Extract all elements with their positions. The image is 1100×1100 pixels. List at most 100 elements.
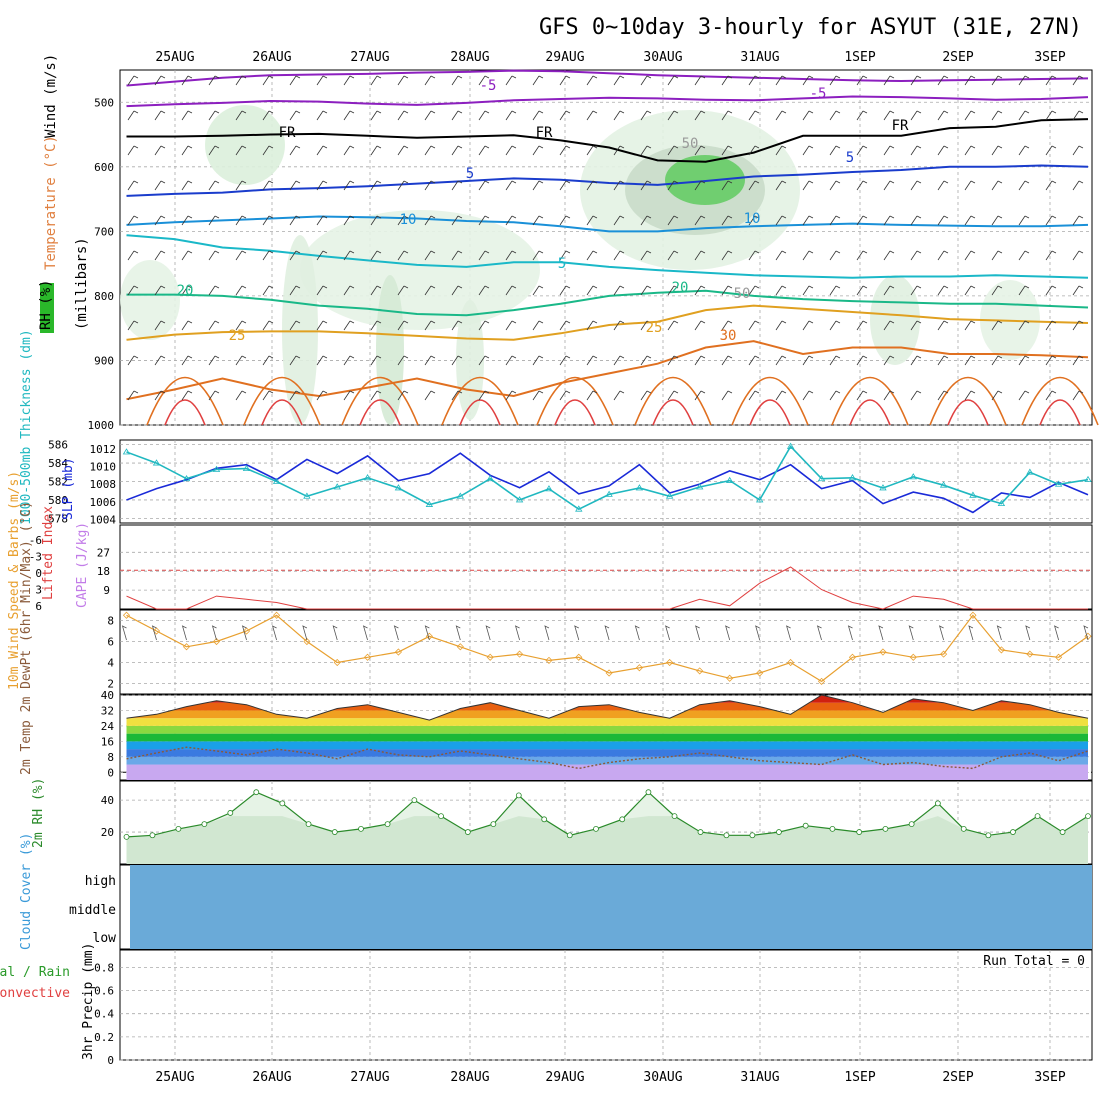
wind-barb: [316, 145, 328, 156]
thickness-axis-label: 1000-500mb Thickness (dm): [19, 329, 34, 525]
wind-barb: [829, 180, 841, 191]
wind-barb: [1072, 75, 1084, 86]
cloud-axis-label: Cloud Cover (%): [19, 833, 34, 950]
wind-barb: [241, 625, 247, 641]
wind-barb: [154, 320, 166, 331]
wind-barb: [829, 390, 841, 401]
wind-barb: [370, 285, 382, 296]
wind-barb: [1018, 180, 1030, 191]
wind-barb: [343, 215, 355, 226]
isotherm-line: [243, 376, 321, 426]
wind-barb: [775, 110, 787, 121]
wind-barb: [1018, 250, 1030, 261]
wind-barb: [721, 75, 733, 86]
wind-barb: [964, 250, 976, 261]
wind-barb: [1045, 110, 1057, 121]
isotherm-line: [261, 399, 303, 426]
wind-barb: [289, 250, 301, 261]
wind-barb: [802, 250, 814, 261]
data-point: [303, 637, 311, 646]
data-point: [438, 813, 444, 820]
contour-label: 20: [177, 283, 194, 299]
wind-barb: [316, 355, 328, 366]
data-point: [908, 821, 915, 827]
wind-barb: [785, 625, 792, 641]
wind-barb: [694, 145, 706, 156]
labels-layer: 25AUG 25AUG 26AUG 26AUG 27AUG 27AUG 28AUG 28AUG…: [0, 50, 1085, 1085]
temp-color-band: [126, 718, 1088, 726]
isotherm-line: [749, 399, 791, 426]
data-point: [272, 477, 281, 484]
data-point: [242, 627, 251, 635]
wind-barb: [302, 625, 308, 641]
data-point: [456, 643, 464, 651]
wind-barb: [937, 215, 949, 226]
wind-barb: [694, 75, 706, 86]
data-point: [934, 800, 941, 807]
wind-barb: [991, 250, 1003, 261]
isotherm-line: [126, 69, 1089, 87]
isotherm-line: [126, 304, 1089, 341]
wind-barb: [613, 320, 625, 331]
y-tick-label: 40: [101, 794, 114, 807]
wind-barb: [121, 625, 127, 641]
wind-barb: [262, 355, 274, 366]
contour-label: 50: [682, 136, 699, 152]
wind-barb: [883, 145, 895, 156]
data-point: [212, 637, 221, 646]
wind-barb: [775, 390, 787, 401]
wind-barb: [127, 180, 139, 191]
wind-barb: [775, 75, 787, 86]
wind-barb: [208, 285, 220, 296]
rh2m-axis-label: 2m RH (%): [31, 778, 46, 848]
wind-barb: [451, 320, 463, 331]
wind-barb: [640, 285, 652, 296]
wind-barb: [397, 110, 409, 121]
wind-barb: [235, 75, 247, 86]
data-point: [425, 500, 434, 507]
wind-barb: [586, 285, 598, 296]
wind-barb: [775, 250, 787, 261]
data-point: [411, 797, 418, 804]
data-point: [1085, 813, 1091, 820]
lifted-index-line: [126, 566, 1088, 610]
wind-barb: [1045, 250, 1057, 261]
wind-barb: [721, 215, 733, 226]
data-point: [882, 825, 889, 832]
wind-barb: [208, 180, 220, 191]
isotherm-line: [947, 399, 989, 426]
data-point: [331, 829, 338, 835]
wind-barb: [532, 320, 544, 331]
wind-barb: [1072, 320, 1084, 331]
date-label-top: 27AUG: [350, 50, 389, 65]
wind-barb: [559, 320, 571, 331]
date-label-top: 26AUG: [252, 50, 291, 65]
data-point: [940, 650, 948, 658]
wind-barb: [613, 390, 625, 401]
wind-barb: [235, 215, 247, 226]
wind-barb: [505, 285, 517, 296]
wind-barb: [262, 215, 274, 226]
wind-barb: [235, 250, 247, 261]
wind-barb: [362, 625, 368, 641]
wind-barb: [1018, 285, 1030, 296]
temp-color-band: [126, 749, 1088, 757]
wind-barb: [455, 625, 461, 641]
data-point: [802, 822, 809, 829]
wind-barb: [748, 320, 760, 331]
wind-barb: [665, 625, 671, 641]
wind-barb: [964, 285, 976, 296]
wind-barb: [910, 75, 922, 86]
wind-barb: [802, 285, 814, 296]
wind-barb: [586, 320, 598, 331]
y-tick-label: 8: [107, 615, 114, 628]
wind-barb: [1072, 110, 1084, 121]
isotherm-line: [359, 399, 401, 426]
wind-barb: [370, 355, 382, 366]
data-point: [960, 825, 967, 832]
wind-barb: [1018, 75, 1030, 86]
wind-barb: [883, 250, 895, 261]
wind-barb: [370, 145, 382, 156]
contour-label: 20: [672, 280, 689, 296]
pressure-axis-label: (millibars): [74, 237, 90, 330]
